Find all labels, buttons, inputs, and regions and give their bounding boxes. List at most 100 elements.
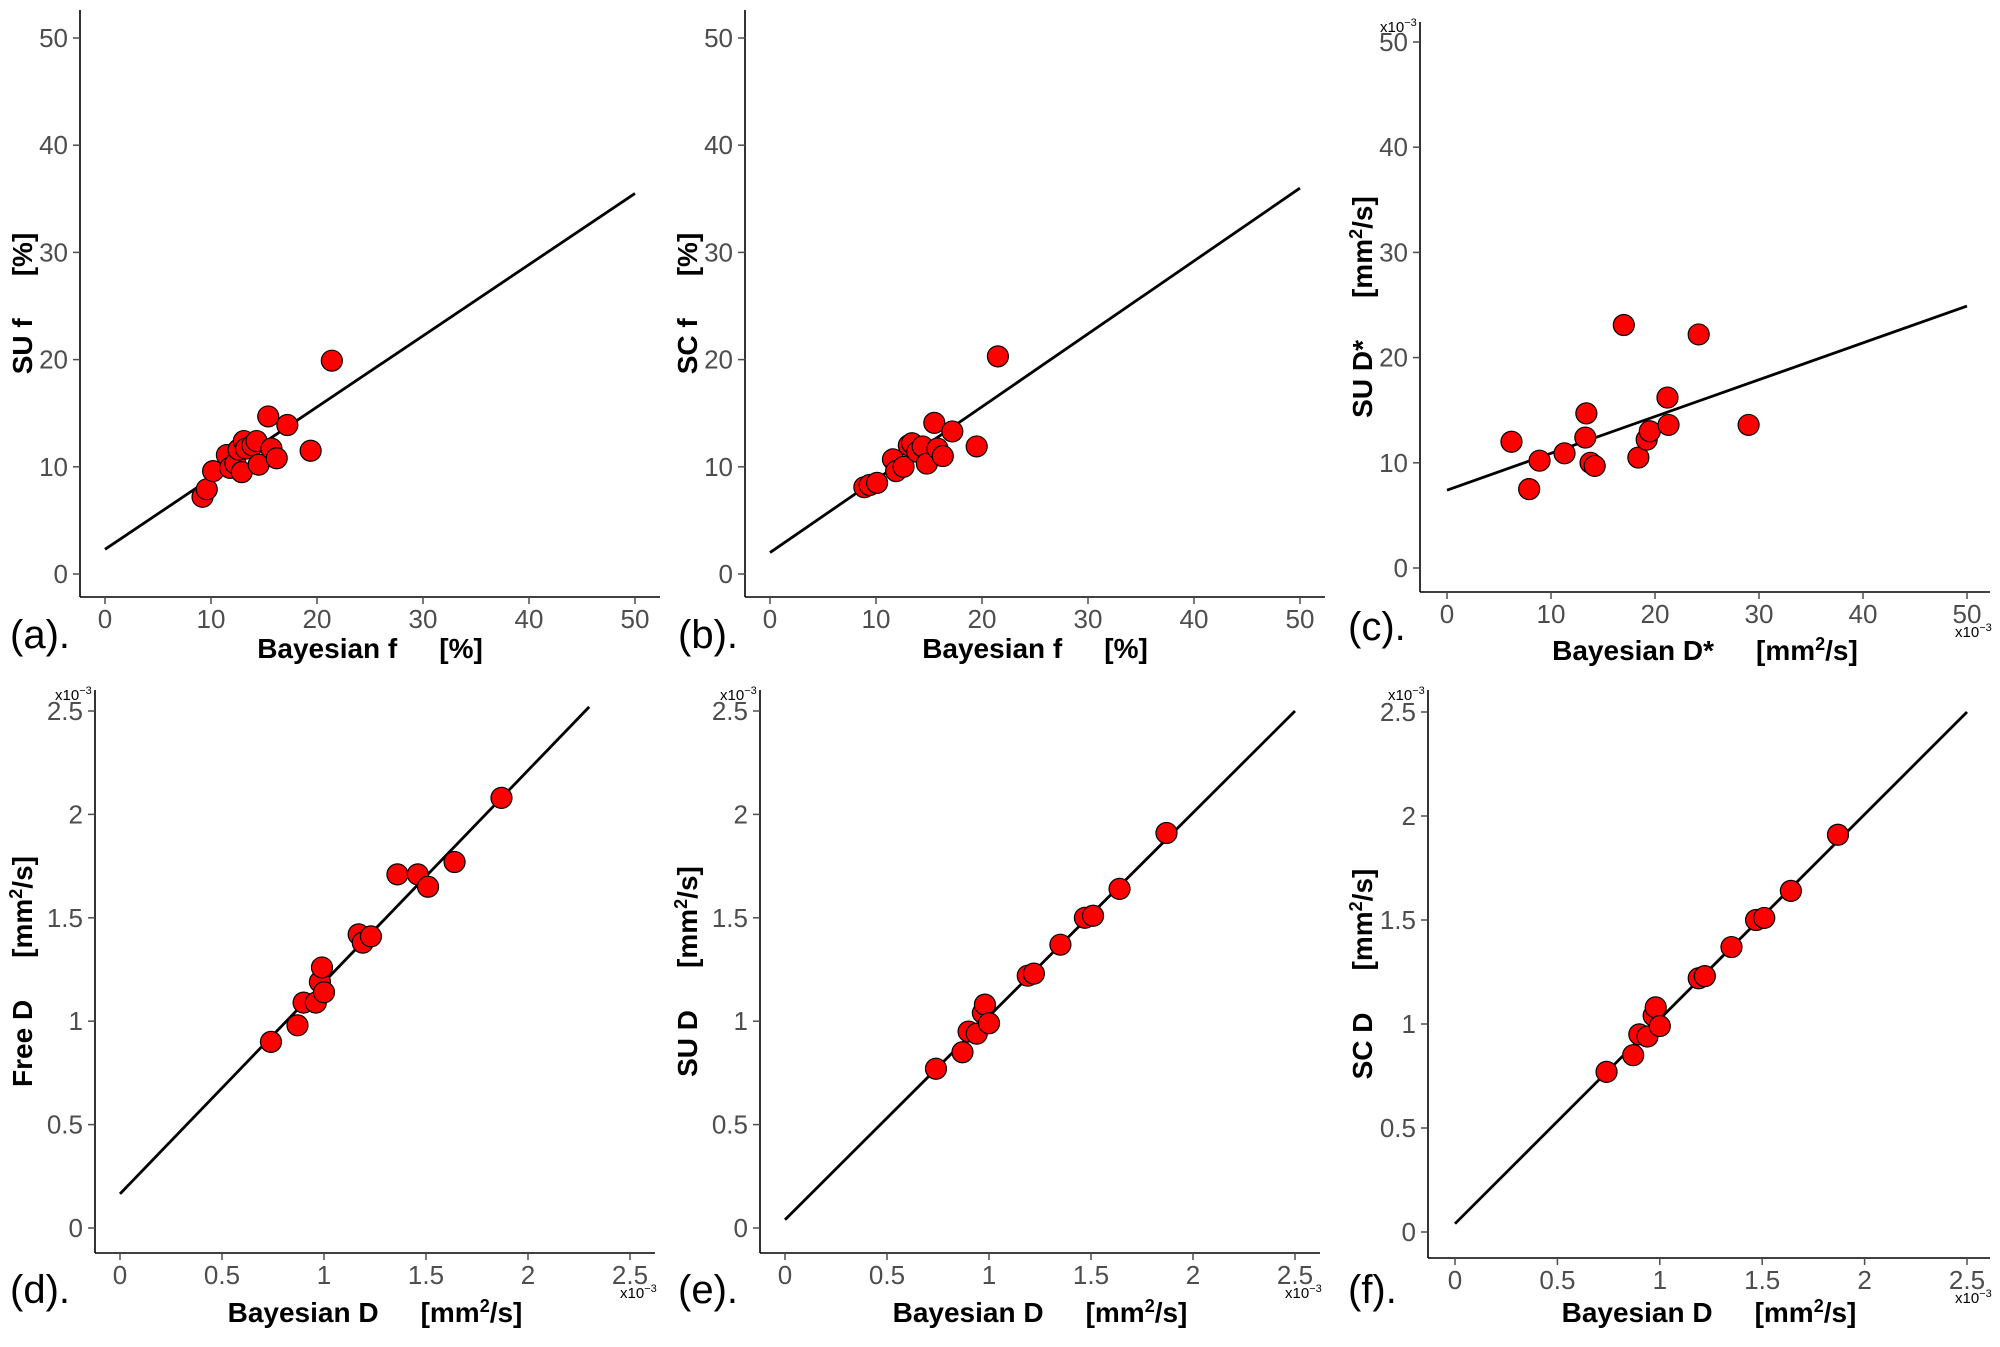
y-tick-label: 0	[719, 559, 733, 589]
y-axis-title: SU D [mm2/s]	[671, 866, 703, 1077]
y-tick-label: 1	[1402, 1009, 1416, 1039]
x-multiplier: x10−3	[1285, 1283, 1322, 1302]
data-point	[443, 850, 466, 874]
y-tick-label: 50	[1379, 27, 1408, 57]
y-tick-label: 0	[69, 1213, 83, 1243]
panel-label: (e).	[678, 1268, 738, 1312]
data-point	[1081, 904, 1105, 927]
x-tick-label: 0	[98, 604, 112, 634]
data-point	[1155, 821, 1178, 845]
data-point	[257, 405, 280, 428]
x-multiplier: x10−3	[1955, 622, 1992, 641]
x-tick-label: 50	[1953, 599, 1982, 629]
x-tick-label: 2	[1186, 1260, 1200, 1290]
panel-label: (d).	[10, 1268, 70, 1312]
panel-b: 0 10 20 30 40 50 0 10 20 30 40 50 Bayesian f [%] SC f…	[672, 10, 1325, 664]
panel-c: 0 10 20 30 40 50 0 10 20 30 40 50 Bayesian D* [mm2/s…	[1346, 17, 1992, 666]
data-point	[265, 447, 288, 470]
data-point	[965, 435, 988, 458]
panel-a: 0 10 20 30 40 50 0 10 20 30 40 50 Bayesian f [%] SU f…	[7, 10, 660, 664]
data-point	[490, 786, 513, 809]
data-point	[1574, 426, 1597, 449]
x-multiplier: x10−3	[620, 1283, 657, 1302]
x-tick-label: 0	[1440, 599, 1454, 629]
data-point	[1575, 402, 1598, 425]
y-tick-label: 2.5	[1380, 697, 1416, 727]
data-point	[1737, 413, 1760, 437]
data-point	[923, 411, 946, 434]
panel-label: (c).	[1348, 605, 1406, 649]
x-tick-label: 2.5	[612, 1260, 648, 1290]
y-tick-label: 40	[704, 130, 733, 160]
x-tick-label: 20	[968, 604, 997, 634]
x-axis-title: Bayesian D* [mm2/s]	[1552, 634, 1858, 666]
data-point	[1693, 965, 1716, 988]
y-tick-label: 2	[734, 799, 748, 829]
y-multiplier: x10−3	[55, 685, 92, 704]
y-axis-title: SC D [mm2/s]	[1346, 869, 1378, 1080]
data-point	[1595, 1060, 1618, 1083]
y-tick-label: 50	[704, 23, 733, 53]
data-point	[386, 863, 409, 886]
x-tick-label: 2.5	[1277, 1260, 1313, 1290]
x-tick-label: 50	[1286, 604, 1315, 634]
y-tick-label: 20	[1379, 343, 1408, 373]
x-tick-label: 2	[1857, 1265, 1871, 1295]
y-tick-label: 40	[39, 130, 68, 160]
x-tick-label: 10	[1537, 599, 1566, 629]
x-tick-label: 1	[317, 1260, 331, 1290]
y-tick-label: 1	[734, 1006, 748, 1036]
data-point	[359, 925, 383, 948]
x-tick-label: 2.5	[1949, 1265, 1985, 1295]
data-point	[1528, 449, 1551, 472]
y-tick-label: 1.5	[712, 903, 748, 933]
data-point	[951, 1041, 974, 1064]
y-tick-label: 0	[54, 559, 68, 589]
panel-f: 0 0.5 1 1.5 2 2.5 0 0.5 1 1.5 2 2.5 Bayesian D [mm2/…	[1346, 685, 1992, 1328]
y-tick-label: 30	[39, 237, 68, 267]
x-tick-label: 0.5	[1539, 1265, 1575, 1295]
y-axis-title: Free D [mm2/s]	[6, 856, 38, 1087]
x-axis-title: Bayesian D [mm2/s]	[1562, 1296, 1857, 1328]
data-point	[865, 471, 889, 494]
y-axis-title: SU D* [mm2/s]	[1346, 196, 1378, 418]
data-point	[259, 1030, 283, 1053]
data-point	[1826, 823, 1850, 846]
data-point	[1720, 935, 1743, 959]
y-tick-label: 10	[39, 452, 68, 482]
data-point	[1518, 478, 1541, 501]
x-axis-title: Bayesian f [%]	[257, 633, 483, 664]
x-tick-label: 0.5	[204, 1260, 240, 1290]
y-tick-label: 0.5	[47, 1110, 83, 1140]
y-multiplier: x10−3	[720, 685, 757, 704]
data-point	[1049, 933, 1072, 956]
y-tick-label: 2	[69, 799, 83, 829]
data-point	[1779, 879, 1802, 902]
data-point	[286, 1014, 309, 1037]
x-tick-label: 30	[409, 604, 438, 634]
regression-line	[104, 192, 636, 551]
data-point	[931, 444, 954, 468]
data-point	[1108, 877, 1131, 900]
y-tick-label: 1	[69, 1006, 83, 1036]
panel-label: (a).	[10, 613, 70, 657]
y-tick-label: 0.5	[712, 1110, 748, 1140]
y-tick-label: 1.5	[1380, 905, 1416, 935]
data-point	[416, 875, 440, 898]
x-tick-label: 1.5	[1073, 1260, 1109, 1290]
data-point	[977, 1012, 1001, 1035]
data-point	[1648, 1014, 1671, 1038]
x-multiplier: x10−3	[1955, 1288, 1992, 1307]
data-point	[1656, 386, 1679, 409]
data-point	[941, 420, 964, 443]
y-tick-label: 2	[1402, 801, 1416, 831]
x-tick-label: 0.5	[869, 1260, 905, 1290]
data-point	[1753, 906, 1776, 930]
panel-d: 0 0.5 1 1.5 2 2.5 0 0.5 1 1.5 2 2.5 Bayesian D [mm2/…	[6, 685, 657, 1328]
y-tick-label: 2.5	[47, 696, 83, 726]
data-point	[973, 993, 997, 1016]
x-tick-label: 20	[303, 604, 332, 634]
data-point	[1553, 442, 1576, 465]
y-tick-label: 40	[1379, 132, 1408, 162]
y-tick-label: 1.5	[47, 903, 83, 933]
